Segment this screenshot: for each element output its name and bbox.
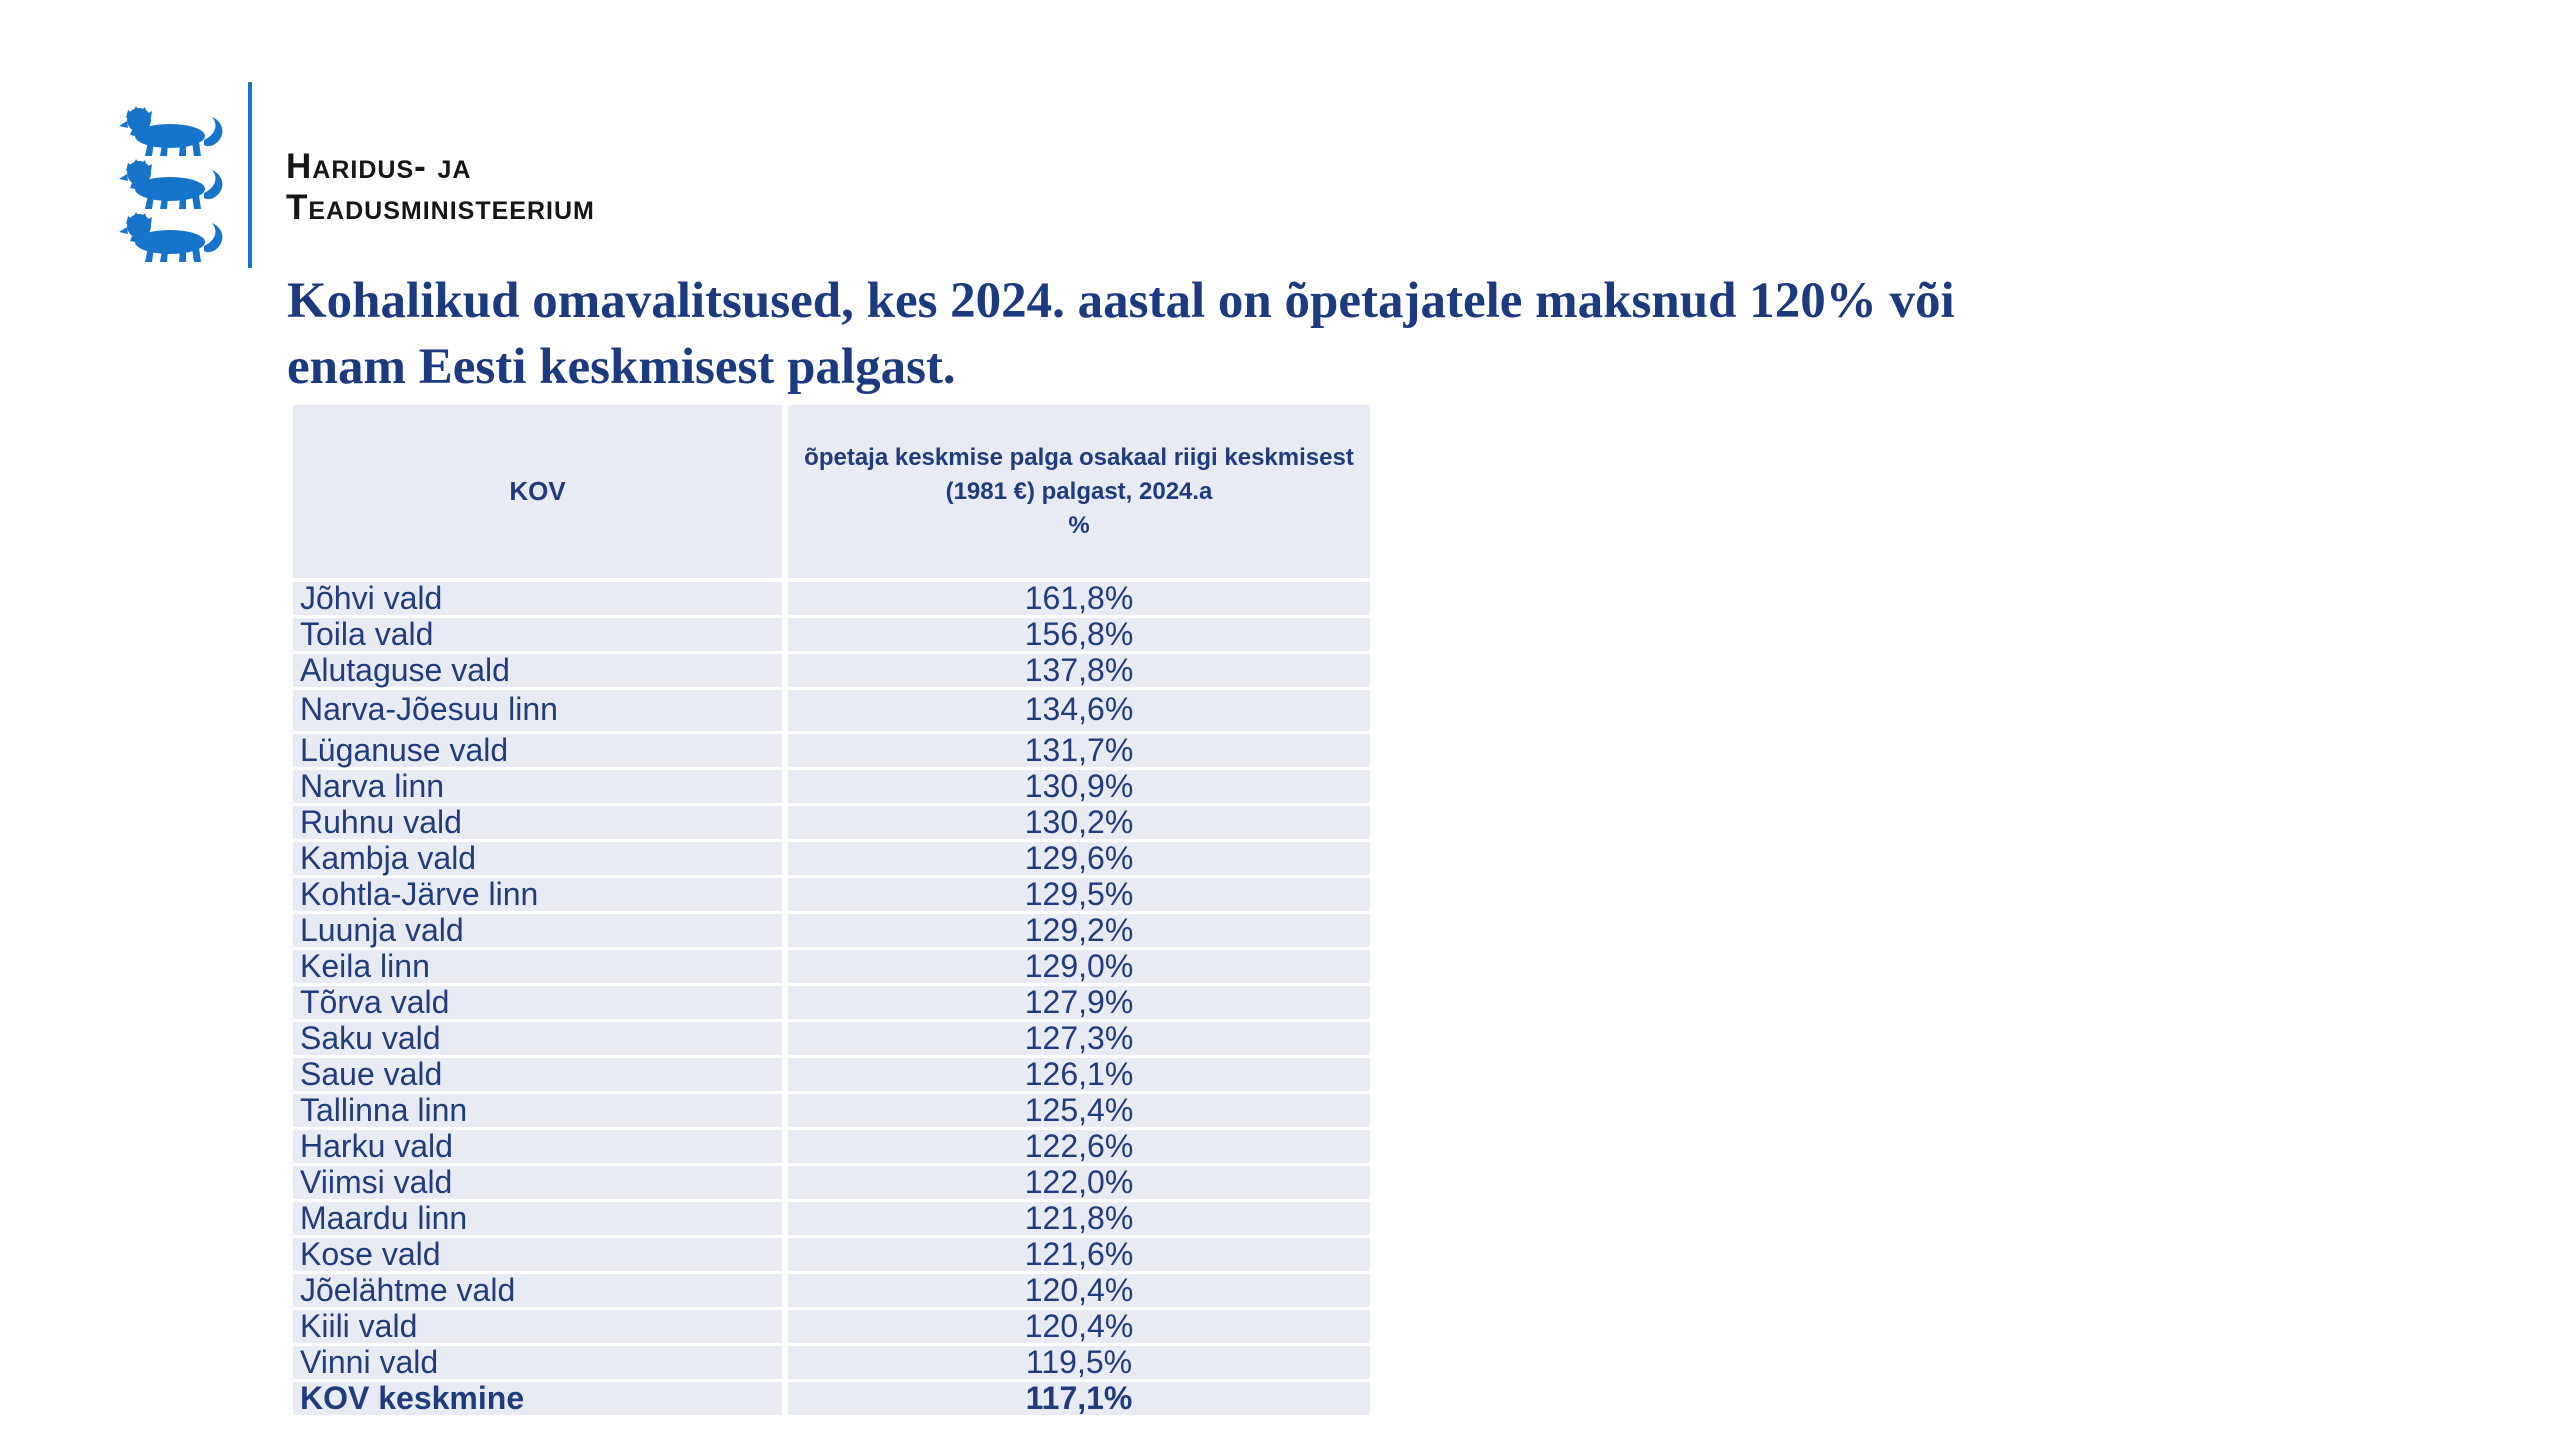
kov-name-cell: Lüganuse vald xyxy=(293,732,782,768)
share-value-cell: 129,0% xyxy=(788,948,1370,984)
header-share-line1: õpetaja keskmise palga osakaal riigi kes… xyxy=(804,443,1354,471)
share-value-cell: 127,9% xyxy=(788,984,1370,1020)
share-value-cell: 129,5% xyxy=(788,876,1370,912)
page-title-line1: Kohalikud omavalitsused, kes 2024. aasta… xyxy=(287,273,1955,329)
share-value-cell: 122,0% xyxy=(788,1164,1370,1200)
share-value-cell: 130,9% xyxy=(788,768,1370,804)
header-cell-share: õpetaja keskmise palga osakaal riigi kes… xyxy=(788,405,1370,578)
table-row: Tõrva vald 127,9% xyxy=(293,984,1370,1020)
logo-divider xyxy=(248,82,252,268)
table-row: Toila vald 156,8% xyxy=(293,616,1370,652)
table-row: Narva-Jõesuu linn 134,6% xyxy=(293,690,1370,731)
page-title-line2: enam Eesti keskmisest palgast. xyxy=(287,339,956,395)
ministry-name-line2: Teadusministeerium xyxy=(286,188,595,227)
ministry-name-line1: Haridus- ja xyxy=(286,147,472,186)
share-value-cell: 130,2% xyxy=(788,804,1370,840)
share-value-cell: 122,6% xyxy=(788,1128,1370,1164)
kov-name-cell: Narva linn xyxy=(293,768,782,804)
share-value-cell: 117,1% xyxy=(788,1380,1370,1416)
kov-name-cell: Keila linn xyxy=(293,948,782,984)
share-value-cell: 125,4% xyxy=(788,1092,1370,1128)
kov-name-cell: Vinni vald xyxy=(293,1344,782,1380)
table-row: KOV keskmine 117,1% xyxy=(293,1380,1370,1416)
ministry-name: Haridus- ja Teadusministeerium xyxy=(286,146,595,228)
table-row: Viimsi vald 122,0% xyxy=(293,1164,1370,1200)
table-row: Kiili vald 120,4% xyxy=(293,1308,1370,1344)
table-row: Jõhvi vald 161,8% xyxy=(293,580,1370,616)
table-header: KOV õpetaja keskmise palga osakaal riigi… xyxy=(293,405,1370,578)
table-row: Maardu linn 121,8% xyxy=(293,1200,1370,1236)
share-value-cell: 134,6% xyxy=(788,690,1370,731)
table-row: Keila linn 129,0% xyxy=(293,948,1370,984)
kov-name-cell: Jõelähtme vald xyxy=(293,1272,782,1308)
table-row: Alutaguse vald 137,8% xyxy=(293,652,1370,688)
kov-name-cell: Kiili vald xyxy=(293,1308,782,1344)
table-row: Vinni vald 119,5% xyxy=(293,1344,1370,1380)
kov-name-cell: Viimsi vald xyxy=(293,1164,782,1200)
kov-name-cell: Kose vald xyxy=(293,1236,782,1272)
share-value-cell: 120,4% xyxy=(788,1308,1370,1344)
table-row: Ruhnu vald 130,2% xyxy=(293,804,1370,840)
table-row: Harku vald 122,6% xyxy=(293,1128,1370,1164)
kov-name-cell: KOV keskmine xyxy=(293,1380,782,1416)
table-row: Luunja vald 129,2% xyxy=(293,912,1370,948)
share-value-cell: 121,8% xyxy=(788,1200,1370,1236)
table-row: Jõelähtme vald 120,4% xyxy=(293,1272,1370,1308)
estonia-three-lions-icon xyxy=(119,106,223,262)
table-row: Narva linn 130,9% xyxy=(293,768,1370,804)
table-row: Kose vald 121,6% xyxy=(293,1236,1370,1272)
kov-name-cell: Jõhvi vald xyxy=(293,580,782,616)
table-row: Kohtla-Järve linn 129,5% xyxy=(293,876,1370,912)
header-share-line3: % xyxy=(1068,511,1090,539)
kov-name-cell: Harku vald xyxy=(293,1128,782,1164)
share-value-cell: 156,8% xyxy=(788,616,1370,652)
kov-name-cell: Kambja vald xyxy=(293,840,782,876)
table-row: Lüganuse vald 131,7% xyxy=(293,732,1370,768)
kov-name-cell: Narva-Jõesuu linn xyxy=(293,690,782,731)
share-value-cell: 161,8% xyxy=(788,580,1370,616)
share-value-cell: 121,6% xyxy=(788,1236,1370,1272)
kov-name-cell: Tõrva vald xyxy=(293,984,782,1020)
header-cell-kov: KOV xyxy=(293,405,782,578)
table-body: Jõhvi vald 161,8% Toila vald 156,8% Alutagus… xyxy=(293,580,1370,1416)
share-value-cell: 127,3% xyxy=(788,1020,1370,1056)
header-share-line2: (1981 €) palgast, 2024.a xyxy=(945,477,1213,505)
page-title: Kohalikud omavalitsused, kes 2024. aasta… xyxy=(287,268,1955,400)
salary-share-table: KOV õpetaja keskmise palga osakaal riigi… xyxy=(293,405,1370,1418)
kov-name-cell: Luunja vald xyxy=(293,912,782,948)
kov-name-cell: Tallinna linn xyxy=(293,1092,782,1128)
kov-name-cell: Kohtla-Järve linn xyxy=(293,876,782,912)
share-value-cell: 129,6% xyxy=(788,840,1370,876)
kov-name-cell: Ruhnu vald xyxy=(293,804,782,840)
table-row: Kambja vald 129,6% xyxy=(293,840,1370,876)
table-row: Tallinna linn 125,4% xyxy=(293,1092,1370,1128)
share-value-cell: 119,5% xyxy=(788,1344,1370,1380)
table-row: Saue vald 126,1% xyxy=(293,1056,1370,1092)
kov-name-cell: Saku vald xyxy=(293,1020,782,1056)
kov-name-cell: Saue vald xyxy=(293,1056,782,1092)
kov-name-cell: Toila vald xyxy=(293,616,782,652)
share-value-cell: 131,7% xyxy=(788,732,1370,768)
kov-name-cell: Alutaguse vald xyxy=(293,652,782,688)
table-row: Saku vald 127,3% xyxy=(293,1020,1370,1056)
kov-name-cell: Maardu linn xyxy=(293,1200,782,1236)
share-value-cell: 120,4% xyxy=(788,1272,1370,1308)
share-value-cell: 137,8% xyxy=(788,652,1370,688)
share-value-cell: 126,1% xyxy=(788,1056,1370,1092)
share-value-cell: 129,2% xyxy=(788,912,1370,948)
